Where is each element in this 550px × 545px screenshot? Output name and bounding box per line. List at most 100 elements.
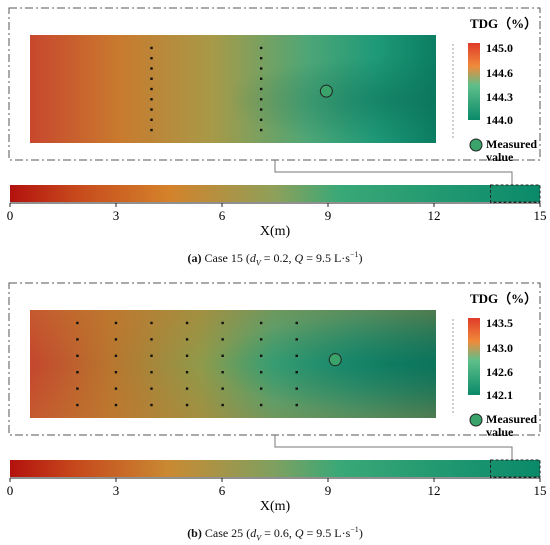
zoom-region-box	[490, 184, 541, 203]
probe-point	[150, 354, 153, 357]
probe-point	[259, 321, 263, 325]
x-tick-label: 15	[534, 208, 547, 223]
colorbar-tick-label: 143.0	[486, 341, 513, 355]
probe-point	[259, 338, 263, 341]
colorbar-tick-label: 144.6	[486, 66, 513, 80]
legend-label: value	[486, 425, 514, 439]
contour-field	[30, 35, 436, 143]
probe-point	[259, 108, 263, 111]
probe-point	[114, 403, 118, 407]
probe-point	[150, 387, 153, 390]
caption-a: (a) Case 15 (dV = 0.2, Q = 9.5 L·s−1)	[187, 250, 363, 268]
probe-point	[76, 321, 79, 325]
x-axis-label: X(m)	[260, 224, 291, 239]
probe-point	[150, 77, 153, 80]
probe-point	[150, 87, 153, 91]
probe-point	[150, 57, 153, 60]
probe-point	[221, 371, 224, 374]
x-tick-label: 6	[219, 208, 226, 223]
panel-label: (b)	[187, 526, 202, 540]
probe-point	[259, 77, 263, 80]
panel-label: (a)	[187, 251, 202, 265]
probe-point	[76, 403, 79, 407]
x-axis: 0 3 6 9 12 15	[7, 203, 547, 223]
probe-point	[295, 321, 298, 325]
caption-case: Case 25	[204, 526, 244, 540]
colorbar	[468, 318, 480, 395]
probe-point	[76, 371, 79, 374]
colorbar-tick-label: 145.0	[486, 41, 513, 55]
probe-point	[259, 118, 263, 121]
probe-point	[150, 403, 153, 407]
panel-b: TDG（%） 143.5 143.0 142.6 142.1 Measured …	[7, 282, 547, 514]
probe-point	[295, 371, 298, 374]
zoom-connector	[274, 160, 513, 185]
probe-point	[185, 354, 189, 357]
measured-point	[319, 84, 333, 98]
probe-point	[259, 128, 263, 132]
probe-point	[150, 46, 153, 50]
probe-point	[150, 128, 153, 132]
measured-value-legend-marker	[469, 138, 483, 152]
probe-point	[259, 371, 263, 374]
probe-point	[221, 403, 224, 407]
probe-point	[259, 403, 263, 407]
measured-points	[328, 353, 342, 367]
probe-point	[259, 387, 263, 390]
probe-point	[76, 338, 79, 341]
probe-point	[259, 98, 263, 101]
probe-point	[295, 338, 298, 341]
x-tick-label: 0	[7, 483, 14, 498]
x-tick-label: 12	[428, 483, 441, 498]
probe-point	[221, 354, 224, 357]
colorbar	[468, 43, 480, 120]
x-tick-label: 6	[219, 483, 226, 498]
probe-point	[114, 371, 118, 374]
probe-point	[150, 118, 153, 121]
probe-point	[150, 321, 153, 325]
x-tick-label: 3	[113, 483, 120, 498]
x-tick-label: 12	[428, 208, 441, 223]
probe-point	[76, 387, 79, 390]
colorbar-tick-label: 142.6	[486, 365, 513, 379]
x-tick-label: 9	[325, 483, 332, 498]
probe-point	[150, 108, 153, 111]
probe-point	[185, 387, 189, 390]
probe-point	[295, 354, 298, 357]
full-flume-strip	[10, 460, 540, 477]
colorbar-title: TDG（%）	[470, 291, 537, 306]
probe-point	[259, 354, 263, 357]
legend-label: Measured	[486, 412, 537, 426]
zoom-region-box	[490, 459, 541, 478]
probe-point	[259, 57, 263, 60]
probe-point	[221, 321, 224, 325]
full-flume-strip	[10, 185, 540, 202]
probe-point	[76, 354, 79, 357]
legend-label: Measured	[486, 137, 537, 151]
probe-point	[185, 403, 189, 407]
probe-point	[295, 387, 298, 390]
x-tick-label: 9	[325, 208, 332, 223]
probe-point	[114, 338, 118, 341]
zoom-connector	[274, 435, 513, 460]
probe-point	[221, 338, 224, 341]
probe-point	[221, 387, 224, 390]
probe-point	[185, 321, 189, 325]
probe-point	[259, 46, 263, 50]
probe-point	[259, 67, 263, 70]
probe-point	[150, 67, 153, 70]
probe-point	[114, 354, 118, 357]
colorbar-tick-label: 143.5	[486, 316, 513, 330]
caption-case: Case 15	[204, 251, 243, 265]
probe-points	[76, 321, 298, 407]
legend-label: value	[486, 150, 514, 164]
probe-point	[150, 98, 153, 101]
probe-points	[150, 46, 263, 132]
probe-point	[150, 371, 153, 374]
contour-field	[30, 310, 436, 418]
measured-value-legend-marker	[469, 413, 483, 427]
panel-a: TDG（%） 145.0 144.6 144.3 144.0 Measured …	[7, 7, 547, 239]
caption-b: (b) Case 25 (dV = 0.6, Q = 9.5 L·s−1)	[187, 525, 363, 543]
colorbar-tick-label: 144.3	[486, 90, 513, 104]
probe-point	[185, 371, 189, 374]
